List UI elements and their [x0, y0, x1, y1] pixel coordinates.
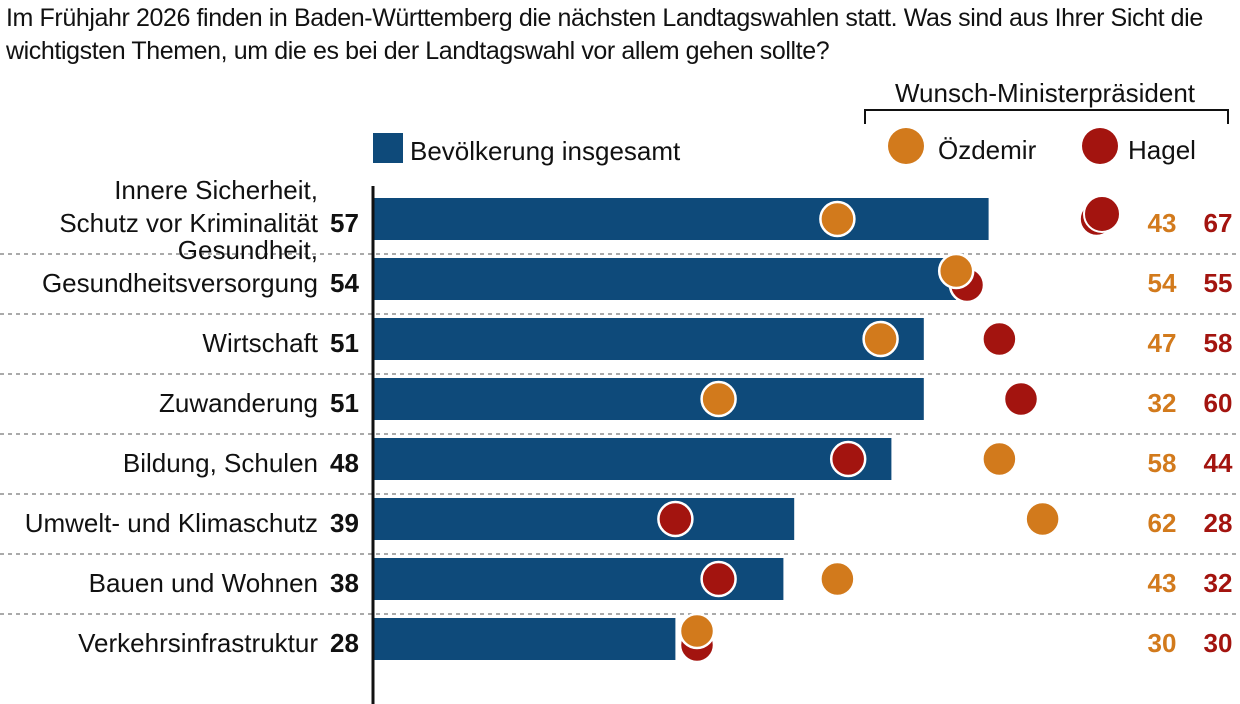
oezdemir-value-label: 62: [1148, 508, 1177, 538]
oezdemir-value-label: 43: [1148, 208, 1177, 238]
dot-hagel-5: [829, 440, 867, 478]
oezdemir-value-label: 58: [1148, 448, 1177, 478]
dot-hagel-3: [981, 320, 1018, 358]
bar-value-label: 38: [330, 568, 359, 598]
bar-5: [373, 438, 892, 480]
bar-value-label: 51: [330, 328, 359, 358]
category-labels: Innere Sicherheit,Schutz vor Kriminalitä…: [25, 175, 319, 658]
bar-3: [373, 318, 924, 360]
bar-series: [373, 198, 989, 660]
dot-oezdemir-1: [819, 200, 856, 238]
oezdemir-value-label: 47: [1148, 328, 1177, 358]
legend-group-label: Wunsch-Ministerpräsident: [895, 78, 1196, 108]
category-label: Wirtschaft: [202, 328, 318, 358]
hagel-value-label: 30: [1204, 628, 1233, 658]
chart-title: Im Frühjahr 2026 finden in Baden-Württem…: [6, 4, 1203, 65]
legend-label-oezdemir: Özdemir: [938, 135, 1037, 165]
legend-label-hagel: Hagel: [1128, 135, 1196, 165]
category-label: Schutz vor Kriminalität: [59, 208, 318, 238]
hagel-value-label: 58: [1204, 328, 1233, 358]
dot-oezdemir-8: [678, 612, 716, 650]
hagel-value-label: 32: [1204, 568, 1233, 598]
bar-1: [373, 198, 989, 240]
dot-hagel-6: [657, 500, 694, 538]
oezdemir-value-label: 54: [1148, 268, 1177, 298]
oezdemir-value-label: 43: [1148, 568, 1177, 598]
dot-oezdemir-5: [981, 440, 1018, 478]
dot-hagel-7: [700, 560, 737, 598]
legend: Bevölkerung insgesamt Wunsch-Ministerpräs…: [373, 78, 1229, 166]
hagel-value-label: 67: [1204, 208, 1233, 238]
hagel-value-label: 28: [1204, 508, 1233, 538]
hagel-value-label: 60: [1204, 388, 1233, 418]
dot-oezdemir-2: [937, 252, 975, 290]
category-label: Gesundheit,: [178, 235, 318, 265]
category-label: Gesundheitsversorgung: [42, 268, 318, 298]
category-label: Zuwanderung: [159, 388, 318, 418]
dot-oezdemir-4: [700, 380, 737, 418]
bar-8: [373, 618, 676, 660]
oezdemir-value-label: 30: [1148, 628, 1177, 658]
legend-label-bevoelkerung: Bevölkerung insgesamt: [410, 136, 681, 166]
dot-oezdemir-3: [862, 320, 899, 358]
bar-value-label: 54: [330, 268, 359, 298]
hagel-value-label: 55: [1204, 268, 1233, 298]
legend-dot-oezdemir: [888, 128, 924, 164]
bar-value-label: 28: [330, 628, 359, 658]
bar-6: [373, 498, 795, 540]
dot-hagel-4: [1002, 380, 1040, 418]
value-labels: 57 43 67 54 54 55 51 47 58 51 32 60 48 58 44 39 62 28 38 43…: [330, 208, 1233, 658]
category-label: Bauen und Wohnen: [89, 568, 318, 598]
oezdemir-value-label: 32: [1148, 388, 1177, 418]
hagel-value-label: 44: [1204, 448, 1233, 478]
dot-oezdemir-7: [819, 560, 856, 598]
dot-series: [657, 195, 1121, 664]
row-separators: [0, 253, 1240, 615]
legend-swatch-bevoelkerung: [373, 133, 403, 163]
bar-value-label: 51: [330, 388, 359, 418]
bar-2: [373, 258, 957, 300]
bar-value-label: 48: [330, 448, 359, 478]
category-label: Bildung, Schulen: [123, 448, 318, 478]
dot-hagel-row1-marker: [1083, 195, 1121, 233]
category-label: Umwelt- und Klimaschutz: [25, 508, 318, 538]
category-label: Verkehrsinfrastruktur: [78, 628, 318, 658]
legend-dot-hagel: [1082, 128, 1118, 164]
bar-value-label: 39: [330, 508, 359, 538]
bar-4: [373, 378, 924, 420]
legend-group-bracket: [864, 109, 1229, 124]
category-label: Innere Sicherheit,: [114, 175, 318, 205]
bar-value-label: 57: [330, 208, 359, 238]
dot-oezdemir-6: [1024, 500, 1061, 538]
